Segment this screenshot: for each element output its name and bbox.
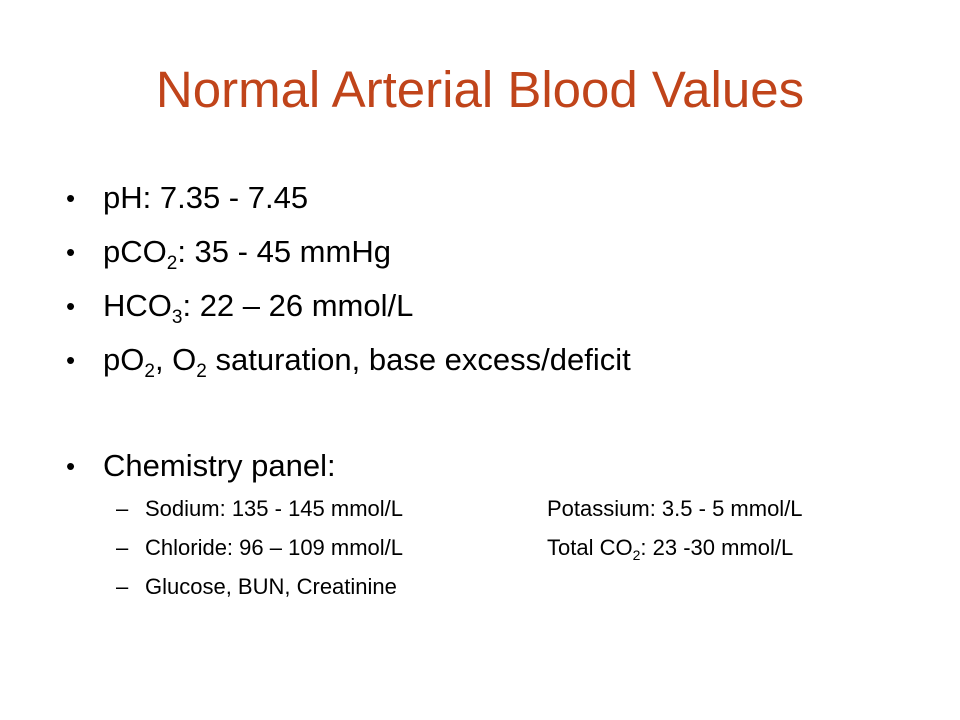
dash: – (116, 496, 129, 521)
o2-subscript: 2 (196, 361, 207, 382)
hco3-subscript: 3 (171, 307, 183, 328)
slide-title: Normal Arterial Blood Values (155, 61, 805, 118)
chemistry-row-3: – Glucose, BUN, Creatinine (116, 569, 916, 608)
bullet-ph-text: pH: 7.35 - 7.45 (103, 180, 309, 215)
bullet-dot: • (66, 345, 76, 375)
total-co2-range: : 23 -30 mmol/L (640, 535, 794, 560)
pco2-subscript: 2 (166, 253, 178, 274)
bullet-chemistry-text: Chemistry panel: (103, 448, 336, 483)
chemistry-row-2: – Chloride: 96 – 109 mmol/L Total CO2: 2… (116, 530, 916, 569)
bullet-ph: • pH: 7.35 - 7.45 (66, 173, 926, 227)
sodium-value: Sodium: 135 - 145 mmol/L (145, 496, 404, 521)
potassium-value: Potassium: 3.5 - 5 mmol/L (547, 496, 803, 521)
chloride-value: Chloride: 96 – 109 mmol/L (145, 535, 404, 560)
bullet-po2: • pO2, O2 saturation, base excess/defici… (66, 335, 926, 389)
pco2-label: pCO (103, 234, 167, 269)
bullet-pco2-text: pCO2: 35 - 45 mmHg (103, 227, 391, 282)
bullet-list: • pH: 7.35 - 7.45 • pCO2: 35 - 45 mmHg •… (66, 173, 926, 495)
o2-label: , O (154, 342, 197, 377)
bullet-po2-text: pO2, O2 saturation, base excess/deficit (103, 335, 631, 390)
dash: – (116, 574, 129, 599)
total-co2-label: Total CO (547, 535, 633, 560)
hco3-label: HCO (103, 288, 172, 323)
bullet-dot: • (66, 237, 76, 267)
chemistry-list: – Sodium: 135 - 145 mmol/L Potassium: 3.… (116, 491, 916, 608)
bullet-chemistry: • Chemistry panel: (66, 441, 926, 495)
bullet-pco2: • pCO2: 35 - 45 mmHg (66, 227, 926, 281)
pco2-range: : 35 - 45 mmHg (177, 234, 391, 269)
total-co2-subscript: 2 (632, 547, 641, 563)
bullet-dot: • (66, 291, 76, 321)
dash: – (116, 535, 129, 560)
total-co2-value: Total CO2: 23 -30 mmol/L (547, 530, 793, 568)
glucose-bun-creatinine: Glucose, BUN, Creatinine (145, 574, 397, 599)
bullet-dot: • (66, 183, 76, 213)
hco3-range: : 22 – 26 mmol/L (182, 288, 414, 323)
bullet-hco3-text: HCO3: 22 – 26 mmol/L (103, 281, 413, 336)
chemistry-row-1: – Sodium: 135 - 145 mmol/L Potassium: 3.… (116, 491, 916, 530)
bullet-hco3: • HCO3: 22 – 26 mmol/L (66, 281, 926, 335)
po2-rest: saturation, base excess/deficit (206, 342, 631, 377)
po2-subscript: 2 (144, 361, 155, 382)
bullet-dot: • (66, 451, 76, 481)
po2-label: pO (103, 342, 145, 377)
